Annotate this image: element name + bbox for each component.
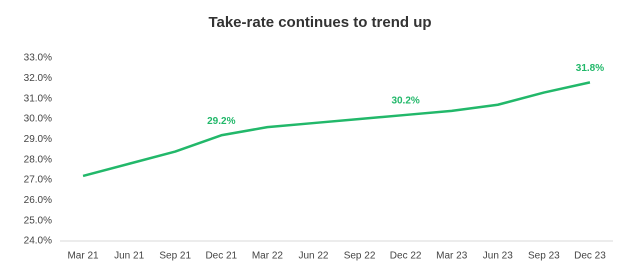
y-tick-label: 28.0%	[24, 154, 52, 165]
chart-title: Take-rate continues to trend up	[208, 14, 431, 31]
y-tick-label: 25.0%	[24, 215, 52, 226]
y-tick-label: 33.0%	[24, 53, 52, 64]
x-tick-label: Jun 23	[483, 251, 513, 262]
x-tick-label: Mar 21	[67, 251, 99, 262]
data-label: 30.2%	[391, 96, 419, 107]
y-tick-label: 29.0%	[24, 134, 52, 145]
x-tick-label: Sep 21	[159, 251, 191, 262]
x-tick-label: Sep 22	[344, 251, 376, 262]
y-tick-label: 26.0%	[24, 195, 52, 206]
x-tick-label: Dec 21	[205, 251, 237, 262]
data-label: 29.2%	[207, 116, 235, 127]
data-label: 31.8%	[576, 63, 604, 74]
x-tick-label: Dec 23	[574, 251, 606, 262]
x-tick-label: Sep 23	[528, 251, 560, 262]
y-tick-label: 24.0%	[24, 236, 52, 247]
x-tick-label: Jun 22	[298, 251, 328, 262]
y-tick-label: 27.0%	[24, 175, 52, 186]
x-tick-label: Mar 23	[436, 251, 468, 262]
x-tick-label: Jun 21	[114, 251, 144, 262]
y-tick-label: 30.0%	[24, 114, 52, 125]
y-tick-label: 32.0%	[24, 73, 52, 84]
x-tick-label: Dec 22	[390, 251, 422, 262]
line	[82, 81, 591, 178]
y-tick-label: 31.0%	[24, 93, 52, 104]
x-tick-label: Mar 22	[252, 251, 284, 262]
